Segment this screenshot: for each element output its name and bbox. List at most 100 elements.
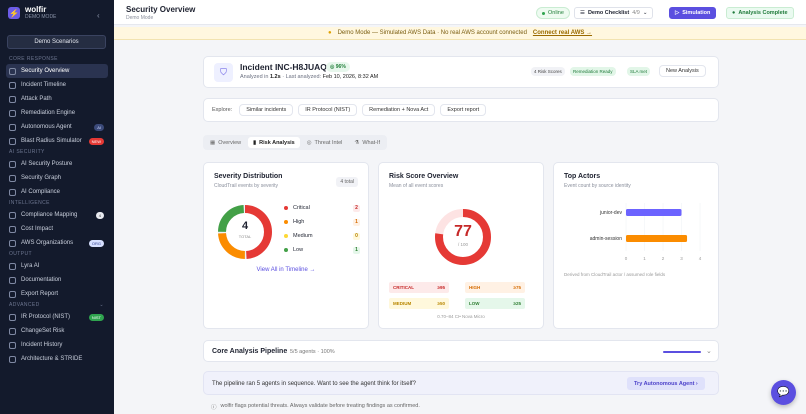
chip-medium: MEDIUM ≥50	[389, 298, 449, 309]
sidebar-item-security-overview[interactable]: Security Overview	[6, 64, 108, 78]
pipeline-title: Core Analysis Pipeline	[212, 348, 288, 355]
severity-donut	[218, 205, 272, 259]
analyzed-label: Analyzed in	[240, 74, 269, 80]
sidebar-item-label: Export Report	[21, 291, 59, 297]
sidebar-item-ai-compliance[interactable]: AI Compliance	[0, 185, 114, 199]
sidebar-item-attack-path[interactable]: Attack Path	[0, 92, 114, 106]
chevron-down-icon[interactable]: ⌄	[99, 302, 104, 308]
export-report-button[interactable]: Export report	[440, 104, 487, 116]
chat-icon[interactable]: 💬	[771, 380, 796, 405]
brand-mode: DEMO MODE	[25, 14, 57, 20]
tab-threat-intel[interactable]: ◎ Threat Intel	[302, 137, 348, 148]
sidebar-item-architecture-stride[interactable]: Architecture & STRIDE	[0, 352, 114, 366]
sidebar-section-intelligence: INTELLIGENCE	[0, 199, 114, 208]
severity-dot	[284, 248, 288, 252]
nav-icon	[9, 188, 16, 196]
sidebar-item-ir-protocol-nist-[interactable]: IR Protocol (NIST) NIST	[0, 310, 114, 324]
ir-protocol-button[interactable]: IR Protocol (NIST)	[298, 104, 358, 116]
info-icon: ⓘ	[211, 405, 217, 411]
similar-incidents-button[interactable]: Similar incidents	[239, 104, 294, 116]
tag-remediation-ready: Remediation Ready	[570, 67, 616, 76]
severity-count: 1	[353, 246, 360, 254]
simulation-label: Simulation	[682, 10, 711, 16]
donut-total: 4	[241, 220, 249, 232]
total-badge: 4 total	[336, 177, 358, 187]
sidebar-section-advanced: ADVANCED ⌄	[0, 301, 114, 310]
pipeline-bar[interactable]: Core Analysis Pipeline 5/5 agents · 100%…	[203, 340, 719, 362]
sidebar-item-lyra-ai[interactable]: Lyra AI	[0, 259, 114, 273]
sidebar-item-compliance-mapping[interactable]: Compliance Mapping 4	[0, 208, 114, 222]
bar-chart-icon: ▮	[253, 139, 257, 146]
tab-risk-analysis[interactable]: ▮ Risk Analysis	[248, 137, 300, 148]
sidebar-item-label: Documentation	[21, 277, 62, 283]
online-status-badge: Online	[536, 7, 570, 19]
tab-overview[interactable]: ▦ Overview	[205, 137, 246, 148]
sidebar-item-label: Attack Path	[21, 96, 52, 102]
severity-label: Critical	[293, 205, 310, 211]
sidebar-item-cost-impact[interactable]: Cost Impact	[0, 222, 114, 236]
shield-icon: ⛉	[214, 63, 233, 82]
sidebar-nav: CORE RESPONSE Security Overview Incident T…	[0, 55, 114, 366]
severity-row-critical: Critical 2	[284, 203, 360, 213]
section-title: ADVANCED	[9, 302, 40, 308]
tag-sla-met: SLA met	[627, 67, 651, 76]
x-tick-label: 1	[643, 256, 646, 261]
top-actors-chart: 0 1 2 3 4 junior-dev admin-session	[590, 203, 702, 261]
analysis-meta: Analyzed in 1.2s · Last analyzed: Feb 10…	[240, 74, 378, 80]
pipeline-meta: 5/5 agents · 100%	[290, 349, 335, 355]
nav-icon	[9, 160, 16, 168]
incident-header: ⛉ Incident INC-H8JUAQ ◎ 96% Analyzed in …	[203, 56, 719, 88]
sidebar-item-ai-security-posture[interactable]: AI Security Posture	[0, 157, 114, 171]
sidebar-item-documentation[interactable]: Documentation	[0, 273, 114, 287]
x-tick-label: 4	[699, 256, 702, 261]
disclaimer: ⓘ wolfir flags potential threats. Always …	[211, 403, 420, 411]
remediation-nova-act-button[interactable]: Remediation + Nova Act	[362, 104, 436, 116]
brand[interactable]: ⚡ wolfir DEMO MODE	[8, 6, 56, 20]
sidebar-item-changeset-risk[interactable]: ChangeSet Risk	[0, 324, 114, 338]
sidebar-item-remediation-engine[interactable]: Remediation Engine	[0, 106, 114, 120]
sidebar-item-security-graph[interactable]: Security Graph	[0, 171, 114, 185]
chevron-down-icon[interactable]: ⌄	[706, 348, 712, 355]
actor-label: admin-session	[590, 236, 622, 242]
nav-icon	[9, 81, 16, 89]
try-autonomous-agent-button[interactable]: Try Autonomous Agent ›	[627, 377, 705, 390]
online-label: Online	[548, 10, 564, 16]
connect-aws-link[interactable]: Connect real AWS →	[532, 30, 593, 36]
simulation-button[interactable]: ▷ Simulation	[669, 7, 717, 19]
sidebar-item-aws-organizations[interactable]: AWS Organizations ORG	[0, 236, 114, 250]
demo-banner: ● Demo Mode — Simulated AWS Data · No re…	[114, 27, 806, 40]
chip-critical: CRITICAL ≥95	[389, 282, 449, 293]
tab-what-if[interactable]: ⚗ What-If	[349, 137, 385, 148]
sidebar-item-incident-history[interactable]: Incident History	[0, 338, 114, 352]
new-analysis-button[interactable]: New Analysis	[659, 65, 706, 77]
view-all-timeline-link[interactable]: View All in Timeline →	[256, 267, 316, 273]
x-tick-label: 2	[662, 256, 665, 261]
sidebar-section-core-response: CORE RESPONSE	[0, 55, 114, 64]
severity-row-medium: Medium 0	[284, 231, 360, 241]
sidebar-item-export-report[interactable]: Export Report	[0, 287, 114, 301]
chevron-down-icon: ⌄	[642, 10, 648, 16]
chip-critical-value: ≥95	[437, 285, 445, 290]
sidebar-item-blast-radius-simulator[interactable]: Blast Radius Simulator NEW	[0, 134, 114, 148]
sidebar-item-incident-timeline[interactable]: Incident Timeline	[0, 78, 114, 92]
actors-subtitle: Event count by source identity	[564, 183, 631, 189]
nav-icon	[9, 327, 16, 335]
sidebar-item-autonomous-agent[interactable]: Autonomous Agent AI	[0, 120, 114, 134]
risk-score-value: 77	[454, 223, 472, 240]
sidebar-item-label: Lyra AI	[21, 263, 40, 269]
tab-threat-intel-label: Threat Intel	[314, 139, 343, 146]
severity-count: 2	[353, 204, 360, 212]
severity-label: Low	[293, 247, 304, 253]
collapse-sidebar-icon[interactable]: ‹	[97, 11, 100, 20]
page-title: Security Overview	[126, 5, 196, 14]
sidebar-badge: NEW	[88, 137, 104, 145]
pipeline-progress	[663, 351, 701, 353]
demo-checklist-button[interactable]: ☰ Demo Checklist 4/9 ⌄	[574, 7, 654, 19]
severity-title: Severity Distribution	[214, 173, 283, 180]
nav-icon	[9, 225, 16, 233]
sidebar-badge: NIST	[88, 313, 104, 321]
analyzed-time: 1.2s	[269, 74, 281, 80]
demo-scenarios-button[interactable]: Demo Scenarios	[7, 35, 106, 49]
sidebar-item-label: Security Overview	[21, 68, 70, 74]
cta-text: The pipeline ran 5 agents in sequence. W…	[212, 381, 416, 387]
